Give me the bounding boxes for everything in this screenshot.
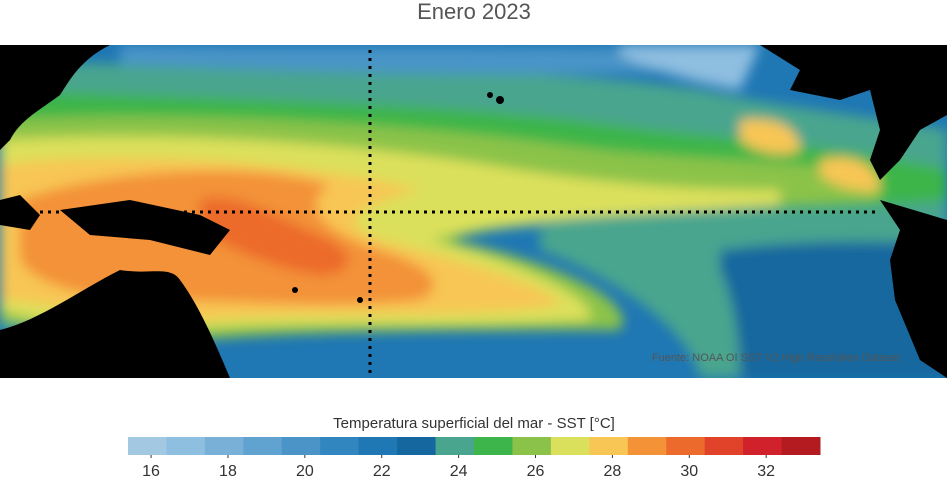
colorbar-tick-label: 20: [296, 463, 314, 480]
colorbar-segment: [743, 437, 783, 455]
colorbar-tick-label: 26: [527, 463, 545, 480]
colorbar-segment: [320, 437, 360, 455]
colorbar-segment: [243, 437, 283, 455]
colorbar-segment: [358, 437, 398, 455]
colorbar-segment: [781, 437, 821, 455]
colorbar-segment: [128, 437, 167, 455]
colorbar: 16 18 20 22 24 26 28 30 32: [128, 437, 821, 480]
colorbar-segment: [704, 437, 744, 455]
colorbar-segment: [589, 437, 629, 455]
colorbar-tick-label: 24: [450, 463, 468, 480]
colorbar-segment: [550, 437, 590, 455]
colorbar-segment: [204, 437, 244, 455]
colorbar-segment: [281, 437, 321, 455]
map-title: Enero 2023: [417, 0, 531, 24]
colorbar-label: Temperatura superficial del mar - SST [°…: [333, 415, 615, 432]
colorbar-tick-label: 28: [604, 463, 622, 480]
colorbar-segment: [474, 437, 513, 455]
colorbar-segment: [512, 437, 552, 455]
colorbar-tick-label: 32: [757, 463, 775, 480]
colorbar-segment: [666, 437, 706, 455]
colorbar-segment: [397, 437, 437, 455]
colorbar-tick-label: 16: [142, 463, 160, 480]
colorbar-tick-label: 30: [680, 463, 698, 480]
colorbar-tick-label: 18: [219, 463, 237, 480]
colorbar-segment: [435, 437, 475, 455]
sst-map: [0, 45, 947, 378]
colorbar-segment: [627, 437, 667, 455]
colorbar-tick-label: 22: [373, 463, 391, 480]
source-note: Fuente: NOAA OI SST V2 High Resolution D…: [652, 352, 900, 364]
colorbar-segment: [166, 437, 206, 455]
